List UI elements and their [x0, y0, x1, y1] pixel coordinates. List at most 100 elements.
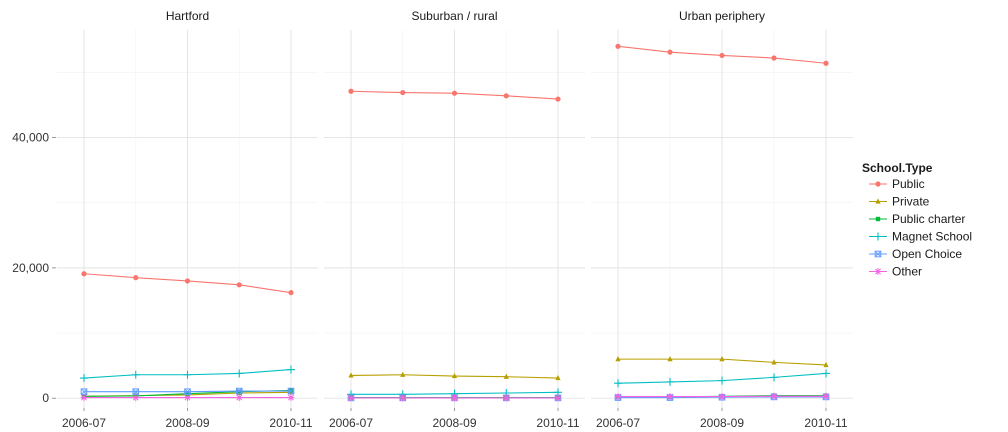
data-point: [131, 370, 140, 379]
data-point: [451, 394, 458, 402]
legend-item-other: Other: [869, 265, 922, 279]
grid: [57, 30, 318, 408]
data-point: [502, 394, 510, 402]
data-point: [555, 96, 561, 102]
data-point: [666, 377, 674, 386]
legend-item-public-charter: Public charter: [869, 212, 965, 226]
data-point: [554, 394, 562, 402]
legend: School.Type Public Private Public charter Ma…: [862, 161, 972, 279]
data-point: [503, 373, 509, 379]
data-point: [132, 394, 140, 402]
data-point: [667, 356, 673, 362]
x-tick-label: 2010-11: [536, 416, 579, 430]
series-private: [615, 356, 829, 368]
legend-item-open-choice: Open Choice: [869, 247, 962, 261]
y-tick-label: 20,000: [12, 261, 49, 275]
data-point: [667, 49, 673, 55]
data-point: [719, 356, 725, 362]
panel-hartford: Hartford 2006-07 2008-09 2010-11: [57, 9, 318, 430]
data-point: [614, 393, 622, 401]
x-tick-label: 2006-07: [62, 416, 106, 430]
legend-marker: [875, 216, 881, 222]
x-tick-label: 2006-07: [596, 416, 640, 430]
series-other: [614, 392, 830, 401]
grid: [591, 30, 853, 408]
data-point: [823, 361, 829, 368]
data-point: [185, 391, 190, 396]
data-point: [451, 372, 458, 379]
data-point: [287, 387, 295, 395]
x-axis: 2006-07 2008-09 2010-11: [596, 408, 848, 430]
x-tick-label: 2010-11: [269, 416, 312, 430]
data-point: [235, 387, 243, 395]
x-tick-label: 2010-11: [804, 416, 847, 430]
legend-title: School.Type: [862, 161, 933, 175]
legend-marker: [874, 232, 882, 241]
data-point: [183, 370, 192, 379]
data-point: [133, 275, 139, 281]
legend-marker: [874, 250, 882, 258]
data-point: [184, 394, 191, 402]
panel-title: Suburban / rural: [411, 9, 497, 23]
legend-label: Open Choice: [892, 247, 962, 261]
data-point: [288, 388, 294, 393]
data-point: [615, 43, 621, 49]
series-private: [348, 371, 561, 381]
series-magnet-school: [80, 365, 295, 383]
x-axis: 2006-07 2008-09 2010-11: [329, 408, 580, 430]
legend-label: Public: [892, 177, 925, 191]
data-point: [81, 271, 87, 277]
data-point: [771, 55, 777, 61]
legend-label: Other: [892, 265, 922, 279]
data-point: [614, 379, 622, 388]
legend-label: Private: [892, 195, 930, 209]
data-point: [287, 394, 295, 402]
legend-marker: [874, 268, 882, 275]
data-point: [451, 90, 458, 96]
legend-item-public: Public: [869, 177, 925, 191]
data-point: [770, 392, 778, 400]
x-tick-label: 2006-07: [329, 416, 373, 430]
x-tick-label: 2008-09: [165, 416, 209, 430]
series-other: [347, 394, 562, 402]
data-point: [80, 374, 88, 383]
data-point: [348, 372, 354, 378]
data-point: [288, 290, 294, 296]
data-point: [399, 394, 407, 402]
y-tick-label: 40,000: [12, 131, 49, 145]
legend-marker: [875, 198, 881, 204]
data-point: [184, 278, 191, 284]
data-point: [718, 376, 726, 385]
series-magnet-school: [614, 369, 830, 388]
legend-item-magnet-school: Magnet School: [869, 230, 972, 244]
y-tick-label: 0: [42, 391, 49, 405]
series-other: [80, 394, 295, 402]
data-point: [287, 365, 295, 374]
data-point: [666, 393, 674, 401]
panel-title: Urban periphery: [679, 9, 765, 23]
data-point: [348, 88, 354, 94]
data-point: [503, 93, 509, 99]
data-point: [347, 394, 355, 402]
data-point: [771, 359, 777, 365]
data-point: [400, 89, 406, 96]
data-point: [80, 394, 88, 402]
panel-title: Hartford: [166, 9, 209, 23]
data-point: [235, 394, 243, 402]
data-point: [719, 52, 725, 59]
data-point: [400, 371, 406, 377]
x-tick-label: 2008-09: [700, 416, 744, 430]
y-axis: 0 20,000 40,000: [12, 131, 56, 405]
x-tick-label: 2008-09: [432, 416, 476, 430]
data-point: [236, 282, 242, 288]
series-public: [615, 43, 829, 66]
data-point: [718, 393, 726, 401]
series-open-choice: [80, 387, 295, 396]
legend-label: Public charter: [892, 212, 965, 226]
panel-suburban-rural: Suburban / rural 2006-07 2008-09 2010-11: [324, 9, 585, 430]
series-public: [348, 88, 561, 102]
x-axis: 2006-07 2008-09 2010-11: [62, 408, 313, 430]
data-point: [822, 369, 830, 378]
